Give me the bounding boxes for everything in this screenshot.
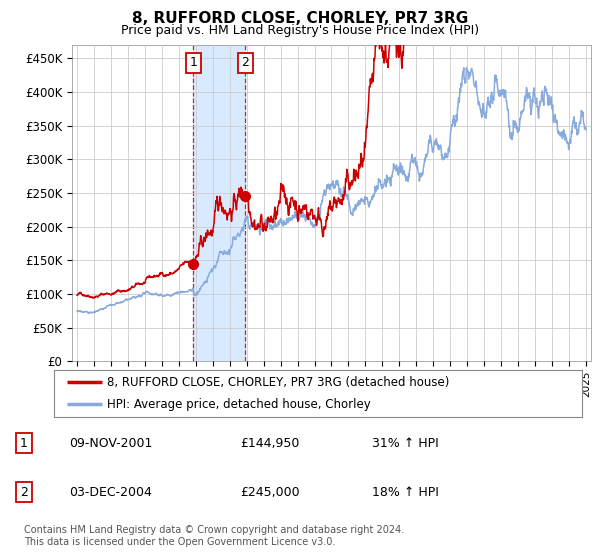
Text: 2: 2 <box>241 57 249 69</box>
Text: £144,950: £144,950 <box>240 437 299 450</box>
Text: 18% ↑ HPI: 18% ↑ HPI <box>372 486 439 498</box>
Text: 2: 2 <box>20 486 28 498</box>
Text: 8, RUFFORD CLOSE, CHORLEY, PR7 3RG (detached house): 8, RUFFORD CLOSE, CHORLEY, PR7 3RG (deta… <box>107 376 449 389</box>
Text: HPI: Average price, detached house, Chorley: HPI: Average price, detached house, Chor… <box>107 398 371 411</box>
Text: 31% ↑ HPI: 31% ↑ HPI <box>372 437 439 450</box>
Bar <box>193 45 245 361</box>
Text: 03-DEC-2004: 03-DEC-2004 <box>69 486 152 498</box>
Text: Price paid vs. HM Land Registry's House Price Index (HPI): Price paid vs. HM Land Registry's House … <box>121 24 479 36</box>
Text: Contains HM Land Registry data © Crown copyright and database right 2024.
This d: Contains HM Land Registry data © Crown c… <box>24 525 404 547</box>
Text: 1: 1 <box>190 57 197 69</box>
Text: £245,000: £245,000 <box>240 486 299 498</box>
Text: 8, RUFFORD CLOSE, CHORLEY, PR7 3RG: 8, RUFFORD CLOSE, CHORLEY, PR7 3RG <box>132 11 468 26</box>
Text: 09-NOV-2001: 09-NOV-2001 <box>69 437 152 450</box>
Text: 1: 1 <box>20 437 28 450</box>
